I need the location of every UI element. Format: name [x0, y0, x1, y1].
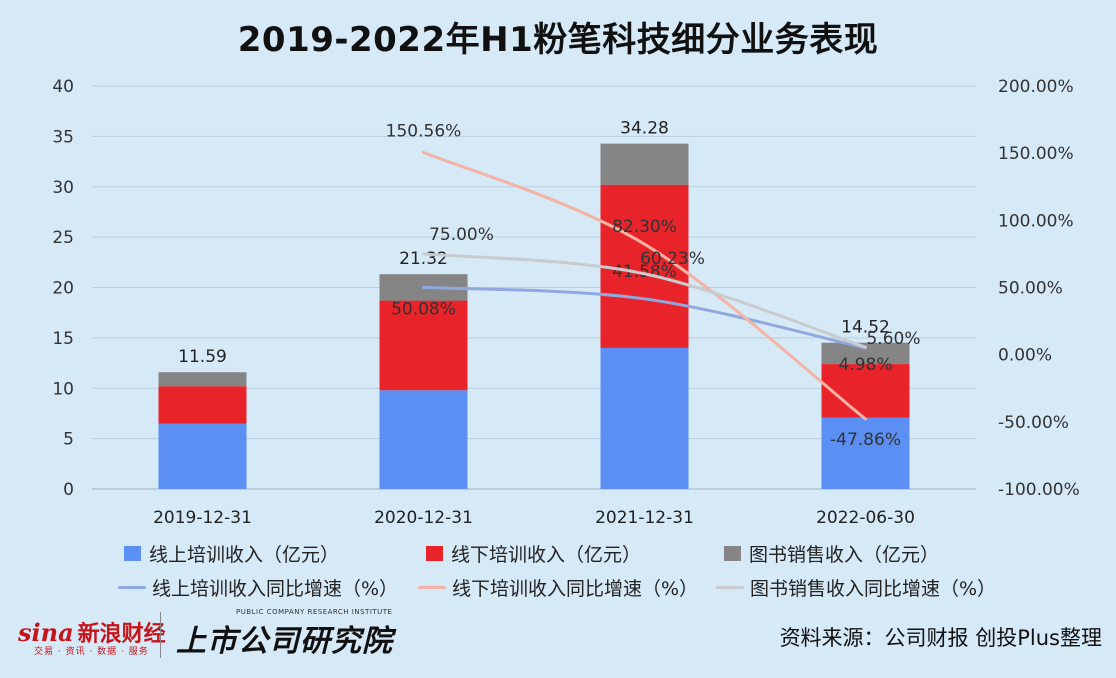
bar-book-revenue — [821, 342, 910, 365]
legend-label-book-growth: 图书销售收入同比增速（%） — [750, 578, 997, 600]
y-left-tick-label: 35 — [52, 127, 74, 147]
line-data-label: 60.23% — [640, 249, 705, 269]
legend-swatch-online-growth — [118, 586, 146, 589]
legend-swatch-offline-growth — [418, 586, 446, 589]
bar-offline-revenue — [600, 184, 689, 348]
bar-book-revenue — [600, 143, 689, 185]
legend-swatch-book-growth — [716, 586, 744, 589]
research-institute-subtitle: PUBLIC COMPANY RESEARCH INSTITUTE — [236, 608, 393, 616]
legend-label-online-revenue: 线上培训收入（亿元） — [149, 544, 340, 566]
y-right-tick-label: 200.00% — [998, 77, 1074, 97]
y-right-tick-label: 0.00% — [998, 346, 1052, 366]
line-data-label: 82.30% — [612, 217, 677, 237]
bar-total-label: 21.32 — [399, 249, 448, 269]
bar-online-revenue — [158, 423, 247, 489]
legend-item-offline-growth: 线下培训收入同比增速（%） — [418, 574, 698, 601]
line-data-label: 50.08% — [391, 299, 456, 319]
y-left-tick-label: 30 — [52, 178, 74, 198]
y-right-tick-label: -100.00% — [998, 480, 1080, 500]
x-tick-label: 2020-12-31 — [374, 508, 473, 528]
legend-item-book-growth: 图书销售收入同比增速（%） — [716, 574, 996, 601]
y-left-tick-label: 0 — [63, 480, 74, 500]
sina-logo-word: sina — [18, 617, 74, 647]
bar-offline-revenue — [821, 364, 910, 418]
x-tick-label: 2022-06-30 — [816, 508, 915, 528]
y-right-tick-label: -50.00% — [998, 413, 1069, 433]
legend-item-book-revenue: 图书销售收入（亿元） — [724, 540, 939, 567]
line-data-label: 4.98% — [838, 355, 892, 375]
footer-divider — [160, 612, 161, 658]
legend-swatch-book-revenue — [724, 546, 741, 561]
line-data-label: 5.60% — [866, 329, 920, 349]
line-data-label: -47.86% — [830, 430, 901, 450]
legend-label-offline-revenue: 线下培训收入（亿元） — [451, 544, 642, 566]
sina-logo-subtitle: 交易 · 资讯 · 数据 · 服务 — [34, 647, 149, 657]
legend-label-online-growth: 线上培训收入同比增速（%） — [152, 578, 399, 600]
chart-title: 2019-2022年H1粉笔科技细分业务表现 — [237, 19, 879, 60]
sina-logo-cn: 新浪财经 — [77, 622, 166, 647]
bar-online-revenue — [600, 347, 689, 489]
y-left-tick-label: 40 — [52, 77, 74, 97]
bar-offline-revenue — [379, 300, 468, 391]
footer: sina 新浪财经 交易 · 资讯 · 数据 · 服务 PUBLIC COMPA… — [0, 602, 1116, 678]
y-right-tick-label: 100.00% — [998, 211, 1074, 231]
sina-finance-logo: sina 新浪财经 — [18, 616, 166, 648]
line-book-growth — [422, 252, 867, 349]
legend-item-online-growth: 线上培训收入同比增速（%） — [118, 574, 398, 601]
x-tick-label: 2021-12-31 — [595, 508, 694, 528]
legend-swatch-offline-revenue — [426, 546, 443, 561]
y-left-tick-label: 20 — [52, 279, 74, 299]
line-offline-growth — [422, 150, 867, 421]
line-data-label: 150.56% — [386, 121, 462, 141]
legend-item-offline-revenue: 线下培训收入（亿元） — [426, 540, 641, 567]
line-online-growth — [422, 285, 867, 350]
chart-canvas: 0 5 10 15 20 25 30 35 40 -100.00% -50.00% 0.00% 50.0… — [52, 77, 1080, 528]
y-left-tick-label: 15 — [52, 329, 74, 349]
y-left-tick-label: 25 — [52, 228, 74, 248]
title-bar: 2019-2022年H1粉笔科技细分业务表现 — [0, 0, 1116, 72]
bar-total-label: 11.59 — [178, 347, 227, 367]
legend-item-online-revenue: 线上培训收入（亿元） — [124, 540, 339, 567]
research-institute-logo: 上市公司研究院 — [176, 624, 393, 659]
bar-total-label: 14.52 — [841, 318, 890, 338]
legend-swatch-online-revenue — [124, 546, 141, 561]
line-data-label: 75.00% — [429, 225, 494, 245]
y-left-tick-label: 10 — [52, 379, 74, 399]
x-tick-label: 2019-12-31 — [153, 508, 252, 528]
legend-label-offline-growth: 线下培训收入同比增速（%） — [452, 578, 699, 600]
legend-label-book-revenue: 图书销售收入（亿元） — [749, 544, 940, 566]
bar-online-revenue — [821, 417, 910, 489]
bar-online-revenue — [379, 390, 468, 489]
source-note: 资料来源：公司财报 创投Plus整理 — [779, 626, 1102, 650]
y-right-tick-label: 150.00% — [998, 144, 1074, 164]
bar-total-label: 34.28 — [620, 119, 669, 139]
y-right-tick-label: 50.00% — [998, 279, 1063, 299]
bar-offline-revenue — [158, 386, 247, 424]
bar-book-revenue — [158, 372, 247, 387]
y-left-tick-label: 5 — [63, 430, 74, 450]
